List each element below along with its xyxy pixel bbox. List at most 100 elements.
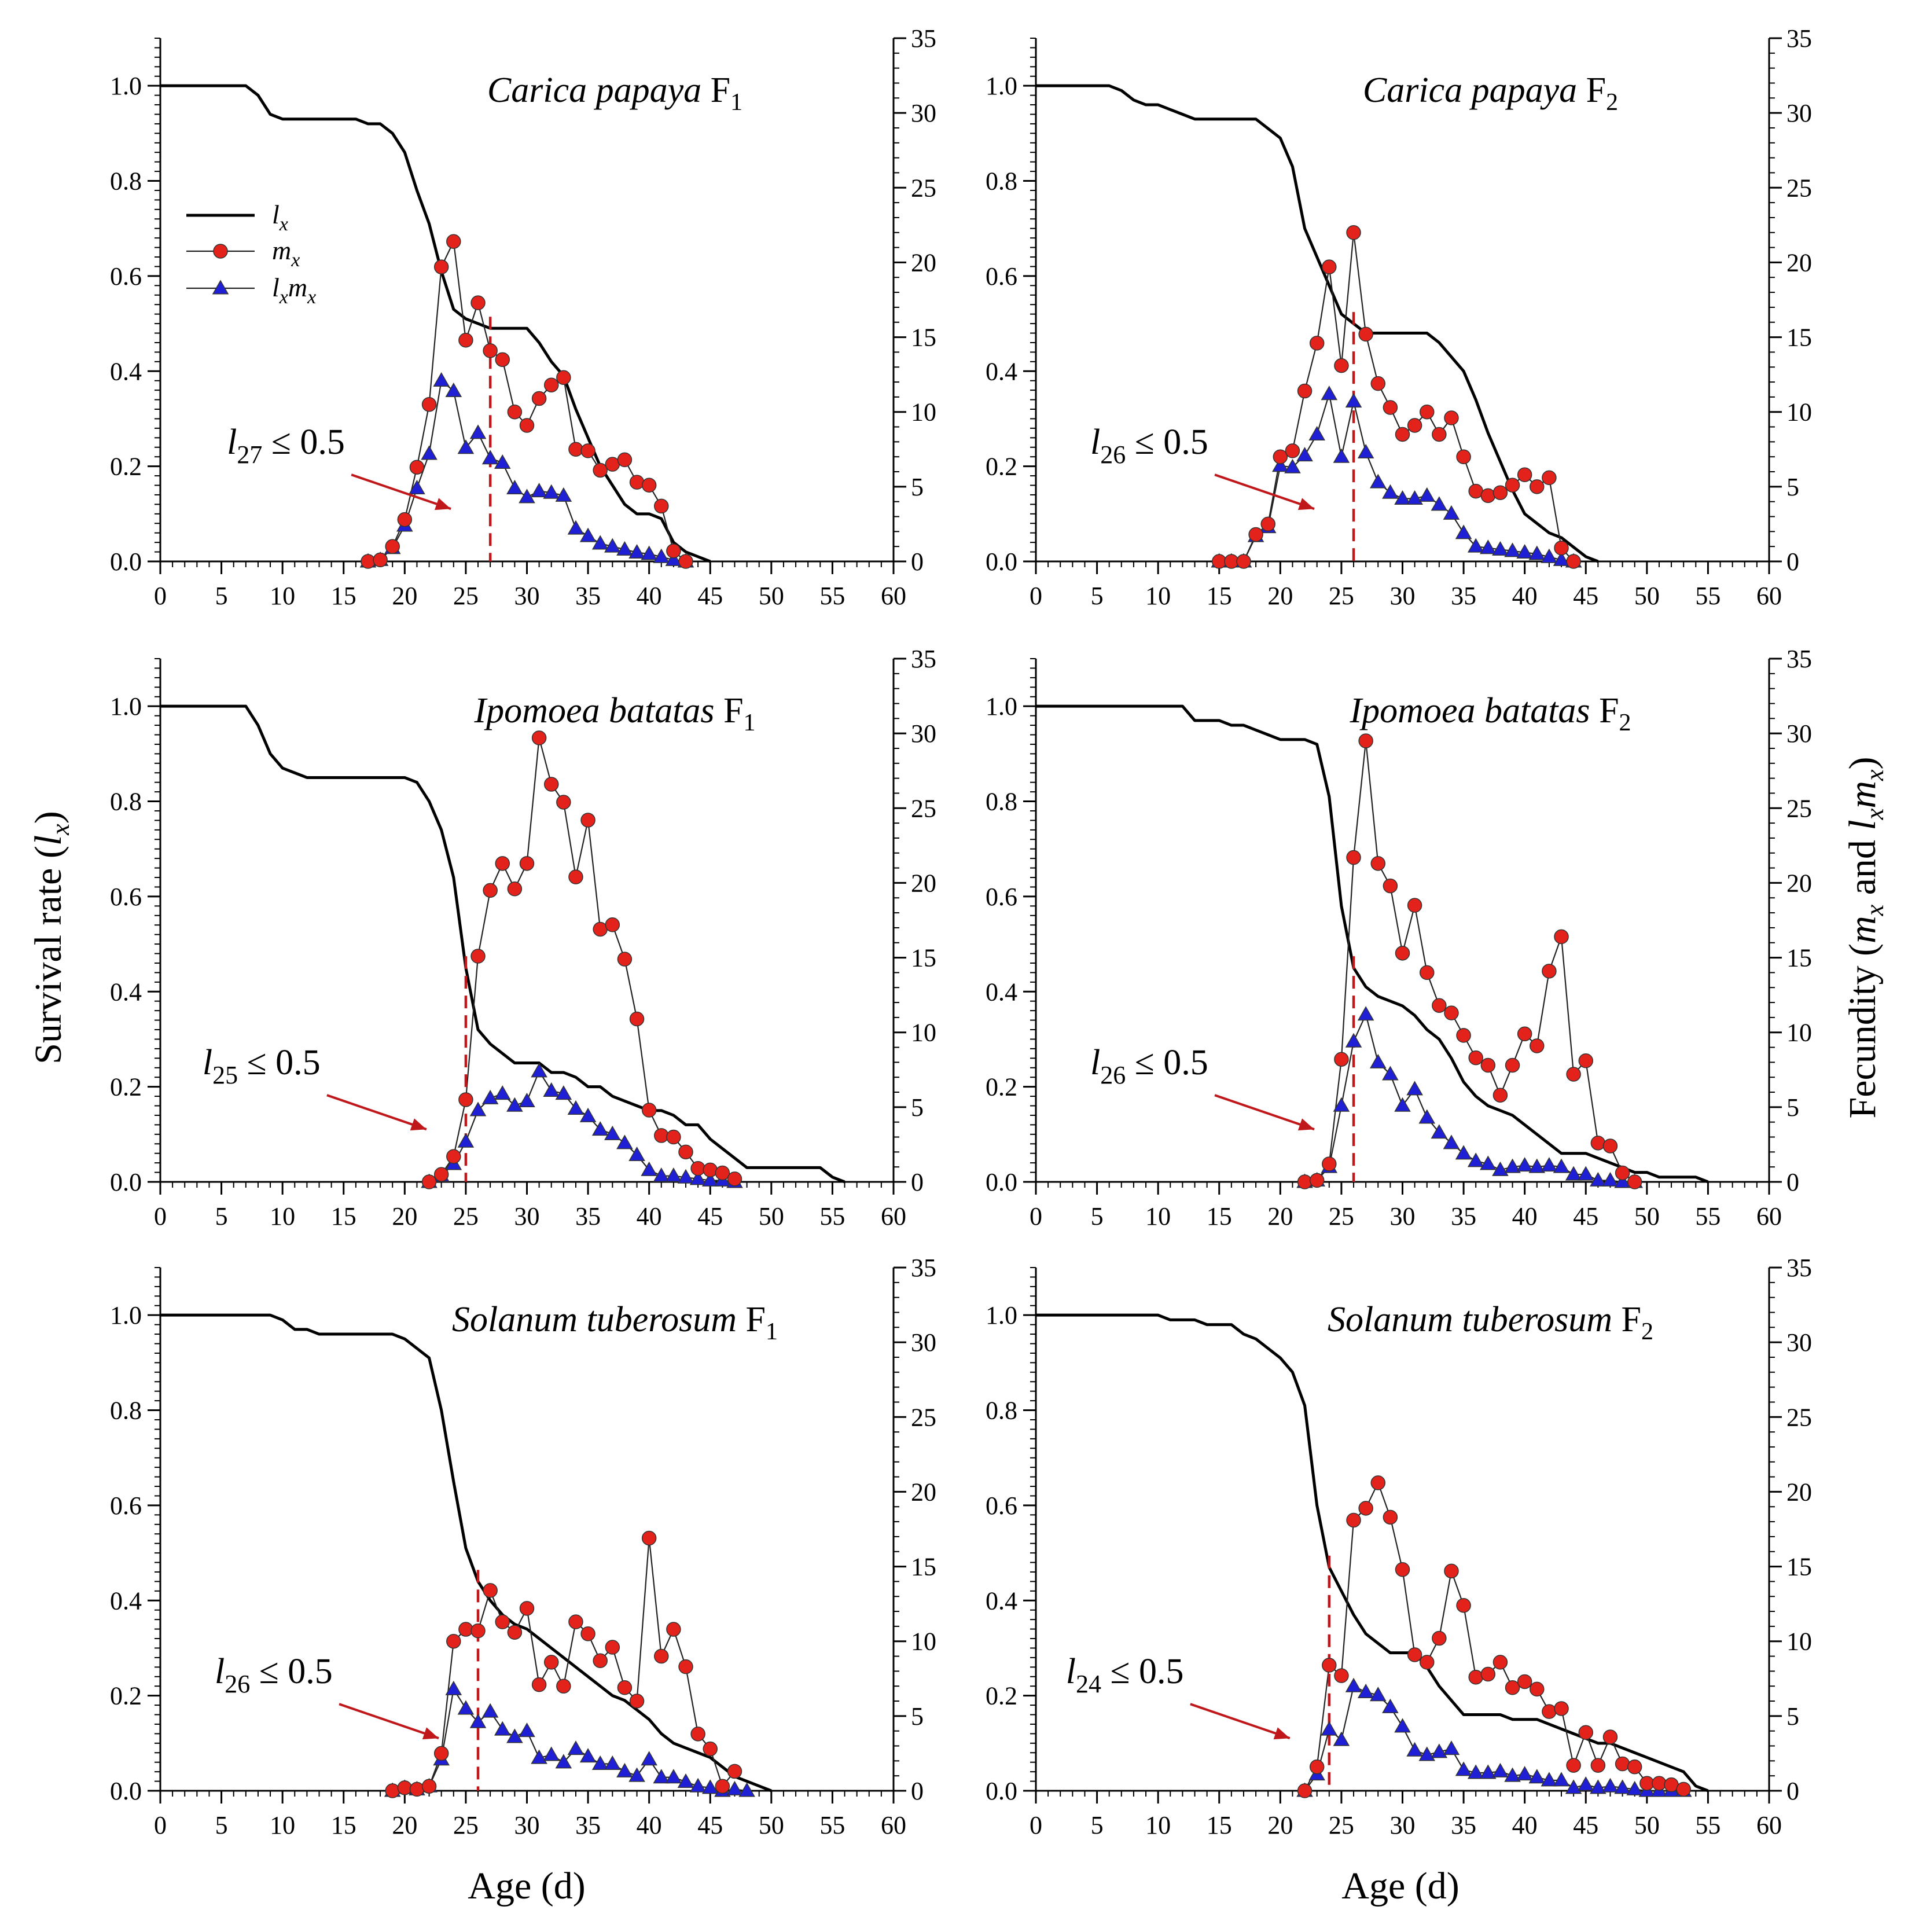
- lx-series-line: [160, 84, 711, 563]
- x-tick-label: 50: [759, 582, 784, 610]
- chart-title-subscript: 1: [744, 710, 756, 736]
- mx-point: [1468, 1669, 1483, 1685]
- annotation-symbol: l: [227, 423, 237, 462]
- chart-title: Ipomoea batatas F2: [1350, 691, 1631, 736]
- mx-point: [409, 1782, 425, 1797]
- annotation-threshold: ≤ 0.5: [1126, 423, 1208, 462]
- mx-point: [690, 1161, 705, 1176]
- lxmx-point: [1541, 548, 1558, 563]
- x-tick-label: 15: [1207, 582, 1232, 610]
- mx-point: [1578, 1725, 1593, 1740]
- x-tick-label: 10: [270, 1202, 295, 1231]
- lxmx-point: [506, 1728, 523, 1743]
- lxmx-point: [421, 445, 438, 460]
- lxmx-point: [1577, 1166, 1594, 1181]
- mx-point: [1297, 383, 1313, 399]
- x-tick-label: 60: [881, 1811, 906, 1839]
- y-right-tick-label: 30: [1786, 719, 1812, 748]
- y-left-tick-label: 0.0: [110, 1777, 142, 1805]
- lxmx-point: [531, 1749, 547, 1764]
- y-right-tick-label: 25: [911, 794, 936, 822]
- lxmx-point: [1541, 1157, 1558, 1172]
- mx-point: [1480, 1666, 1496, 1682]
- lxmx-point: [519, 488, 535, 504]
- mx-point: [1260, 516, 1275, 532]
- lxmx-point: [494, 1721, 511, 1736]
- y-left-tick-label: 0.6: [110, 883, 142, 911]
- mx-point: [1652, 1776, 1667, 1791]
- lxmx-point: [653, 1769, 670, 1784]
- lxmx-point: [616, 541, 633, 556]
- x-tick-label: 5: [215, 1811, 228, 1839]
- y-right-tick-label: 10: [1786, 398, 1812, 427]
- mx-point: [1395, 1562, 1410, 1577]
- mx-point: [1590, 1758, 1606, 1773]
- y-right-tick-label: 0: [1786, 1777, 1799, 1805]
- y-axis-left-title: Survival rate (lx): [27, 811, 75, 1064]
- y-right-tick-label: 5: [1786, 1093, 1799, 1122]
- mx-point: [654, 498, 669, 514]
- y-right-tick-label: 25: [1786, 174, 1812, 202]
- lxmx-point: [1492, 1161, 1509, 1176]
- mx-point: [1615, 1756, 1630, 1772]
- x-tick-label: 20: [392, 1202, 417, 1231]
- annotation-subscript: 27: [237, 440, 262, 469]
- mx-point: [1456, 1028, 1471, 1043]
- lxmx-point: [665, 551, 682, 566]
- mx-point: [1554, 541, 1569, 556]
- x-tick-label: 5: [1091, 1811, 1104, 1839]
- mx-point: [1346, 1512, 1361, 1528]
- x-tick-label: 20: [1267, 582, 1293, 610]
- y-right-tick-label: 35: [1786, 1254, 1812, 1282]
- y-left-tick-label: 1.0: [110, 1301, 142, 1329]
- lxmx-point: [457, 1700, 475, 1715]
- lxmx-point: [689, 1777, 707, 1793]
- y-right-tick-label: 5: [911, 473, 924, 501]
- chart-title: Carica papaya F1: [487, 71, 742, 116]
- legend-symbol: m: [272, 236, 291, 265]
- y-left-tick-label: 0.2: [986, 1073, 1017, 1101]
- x-tick-label: 30: [514, 582, 540, 610]
- lxmx-point: [1369, 473, 1387, 488]
- mx-point: [519, 856, 535, 871]
- lxmx-point: [1590, 1779, 1606, 1794]
- lxmx-point: [409, 479, 425, 494]
- lxmx-point: [641, 1751, 657, 1766]
- mx-point: [678, 1659, 693, 1674]
- legend-label-mx: mx: [272, 236, 300, 271]
- y-right-tick-label: 15: [1786, 324, 1812, 352]
- lxmx-point: [628, 1146, 645, 1162]
- lxmx-point: [677, 1169, 694, 1184]
- x-tick-label: 0: [154, 582, 167, 610]
- lx-series-line: [160, 1313, 772, 1793]
- lxmx-point: [457, 1133, 475, 1148]
- x-tick-label: 45: [697, 1202, 723, 1231]
- lxmx-point: [726, 1780, 743, 1795]
- y-right-tick-label: 15: [911, 324, 936, 352]
- lxmx-point: [1504, 1158, 1521, 1173]
- mx-point: [1578, 1053, 1593, 1068]
- lx-series-line: [1036, 1313, 1709, 1793]
- lxmx-point: [1418, 1109, 1436, 1124]
- mx-point: [1444, 410, 1459, 425]
- lxmx-point: [738, 1782, 755, 1797]
- chart-title: Solanum tuberosum F1: [452, 1300, 778, 1345]
- lxmx-point: [1418, 487, 1436, 502]
- lxmx-point: [1406, 1742, 1423, 1757]
- y-right-tick-label: 15: [911, 1553, 936, 1581]
- x-tick-label: 35: [575, 1202, 601, 1231]
- lxmx-point: [1357, 443, 1374, 458]
- mx-point: [556, 795, 571, 810]
- chart-title-subscript: 2: [1641, 1318, 1653, 1345]
- x-tick-label: 55: [819, 1811, 845, 1839]
- x-tick-label: 10: [1145, 1202, 1171, 1231]
- chart-title-generation: F: [723, 691, 743, 730]
- mx-point: [1432, 427, 1447, 442]
- lxmx-point: [1406, 1081, 1423, 1096]
- legend-subscript: x: [279, 287, 288, 308]
- y-right-tick-label: 30: [1786, 1328, 1812, 1357]
- lxmx-point: [543, 484, 560, 499]
- mx-point: [397, 512, 413, 527]
- chart-title: Carica papaya F2: [1363, 71, 1618, 116]
- chart-title-subscript: 1: [766, 1318, 778, 1345]
